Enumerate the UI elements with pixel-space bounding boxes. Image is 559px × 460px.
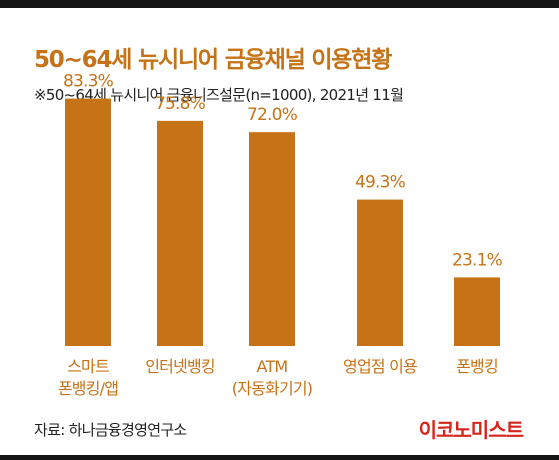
category-label: 영업점 이용 <box>343 357 417 376</box>
bar <box>454 277 500 346</box>
chart-title: 50~64세 뉴시니어 금융채널 이용현황 <box>34 47 392 73</box>
chart-subtitle: ※50~64세 뉴시니어 금융니즈설문(n=1000), 2021년 11월 <box>34 86 404 104</box>
category-label: 폰뱅킹 <box>456 357 498 376</box>
bar-value-label: 49.3% <box>355 173 406 193</box>
category-label: 인터넷뱅킹 <box>145 357 215 376</box>
category-label: (자동화기기) <box>232 379 313 398</box>
bar <box>157 120 203 347</box>
source-note: 자료: 하나금융경영연구소 <box>34 421 187 439</box>
bar <box>357 199 403 346</box>
bar-value-label: 83.3% <box>63 72 114 92</box>
brand-logo: 이코노미스트 <box>418 418 524 442</box>
bar <box>65 98 111 346</box>
bar-value-label: 72.0% <box>247 105 298 125</box>
bar-value-label: 75.8% <box>155 94 206 114</box>
category-label: 스마트 <box>67 357 109 376</box>
bar <box>249 132 295 346</box>
category-label: 폰뱅킹/앱 <box>58 379 118 398</box>
category-label: ATM <box>257 357 288 376</box>
bar-value-label: 23.1% <box>452 250 503 270</box>
